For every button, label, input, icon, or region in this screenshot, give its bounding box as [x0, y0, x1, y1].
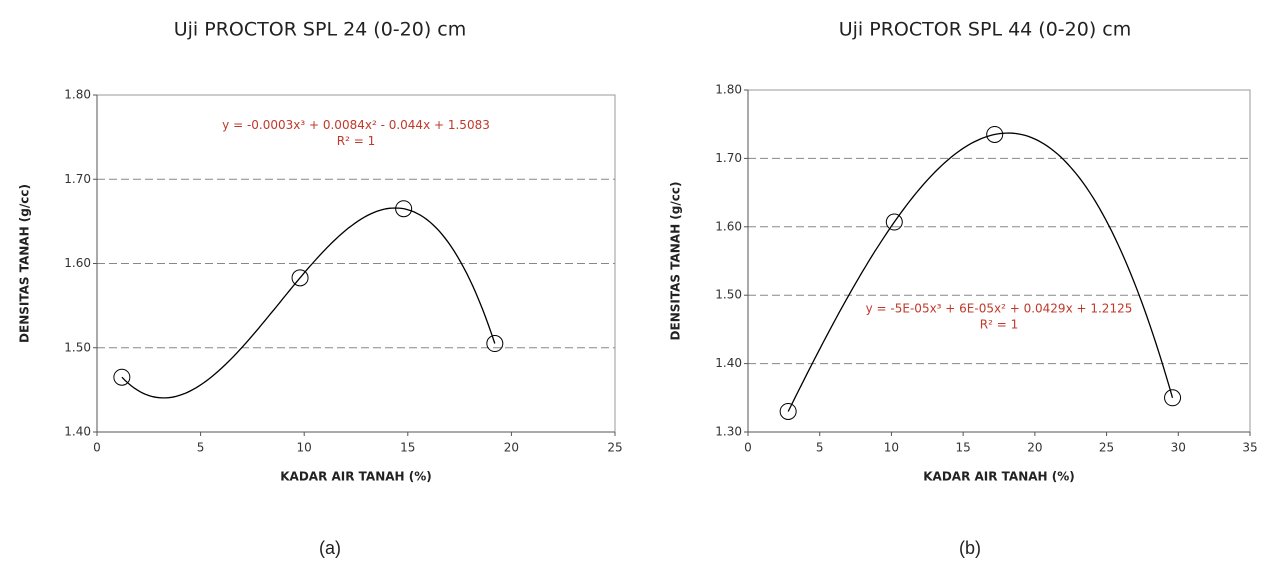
- x-tick-label: 30: [1171, 441, 1186, 455]
- y-tick-label: 1.50: [715, 288, 742, 302]
- y-axis-label: DENSITAS TANAH (g/cc): [669, 182, 683, 341]
- x-tick-label: 20: [1027, 441, 1042, 455]
- x-axis-label: KADAR AIR TANAH (%): [280, 470, 432, 484]
- data-point: [113, 368, 131, 386]
- x-tick-label: 15: [956, 441, 971, 455]
- x-tick-label: 20: [504, 441, 519, 455]
- x-tick-label: 15: [400, 441, 415, 455]
- x-tick-label: 10: [297, 441, 312, 455]
- y-tick-label: 1.80: [64, 88, 91, 102]
- data-point: [291, 269, 309, 287]
- y-tick-label: 1.60: [715, 219, 742, 233]
- data-point: [885, 213, 903, 231]
- trend-equation: R² = 1: [980, 317, 1018, 331]
- trend-equation: y = -5E-05x³ + 6E-05x² + 0.0429x + 1.212…: [866, 301, 1133, 315]
- trendline: [121, 207, 496, 399]
- data-point: [1164, 389, 1182, 407]
- y-tick-label: 1.80: [715, 83, 742, 97]
- x-tick-label: 5: [816, 441, 824, 455]
- y-tick-label: 1.50: [64, 340, 91, 354]
- data-point: [486, 335, 504, 353]
- y-axis-label: DENSITAS TANAH (g/cc): [18, 184, 32, 343]
- x-tick-label: 25: [1099, 441, 1114, 455]
- y-tick-label: 1.40: [64, 425, 91, 439]
- x-tick-label: 5: [197, 441, 205, 455]
- caption: (a): [319, 538, 341, 558]
- trend-equation: y = -0.0003x³ + 0.0084x² - 0.044x + 1.50…: [222, 118, 490, 132]
- y-tick-label: 1.30: [715, 425, 742, 439]
- caption: (b): [959, 538, 981, 558]
- x-axis-label: KADAR AIR TANAH (%): [923, 470, 1075, 484]
- data-point: [395, 200, 413, 218]
- y-tick-label: 1.70: [715, 151, 742, 165]
- chart-title: Uji PROCTOR SPL 24 (0-20) cm: [174, 19, 467, 41]
- x-tick-label: 0: [744, 441, 752, 455]
- x-tick-label: 10: [884, 441, 899, 455]
- y-tick-label: 1.40: [715, 356, 742, 370]
- y-tick-label: 1.60: [64, 256, 91, 270]
- trend-equation: R² = 1: [337, 134, 375, 148]
- trendline: [787, 132, 1174, 412]
- data-point: [986, 125, 1004, 143]
- chart-title: Uji PROCTOR SPL 44 (0-20) cm: [839, 19, 1132, 41]
- x-tick-label: 35: [1242, 441, 1257, 455]
- data-point: [779, 402, 797, 420]
- y-tick-label: 1.70: [64, 172, 91, 186]
- x-tick-label: 0: [93, 441, 101, 455]
- x-tick-label: 25: [607, 441, 622, 455]
